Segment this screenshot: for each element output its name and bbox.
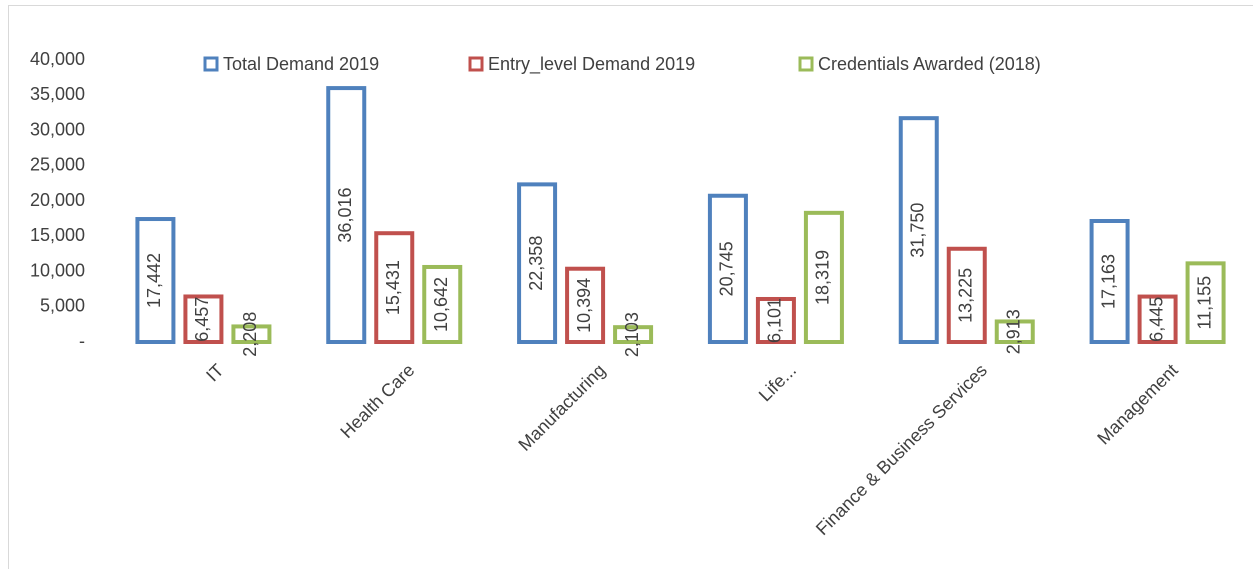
data-label: 10,642 <box>431 277 451 332</box>
y-tick-label: 25,000 <box>30 155 85 175</box>
bar <box>613 325 654 345</box>
y-tick-label: - <box>79 331 85 351</box>
data-label: 17,163 <box>1098 254 1118 309</box>
bar <box>994 319 1035 344</box>
data-label: 6,457 <box>192 297 212 342</box>
bar <box>183 294 224 344</box>
y-tick-label: 15,000 <box>30 225 85 245</box>
data-label: 11,155 <box>1194 276 1214 330</box>
data-label: 10,394 <box>574 278 594 333</box>
data-label: 6,445 <box>1146 297 1166 342</box>
legend-swatch <box>203 56 219 72</box>
data-label: 13,225 <box>956 268 976 323</box>
y-tick-label: 30,000 <box>30 119 85 139</box>
y-tick-label: 5,000 <box>40 296 85 316</box>
bar <box>135 217 176 345</box>
data-label: 31,750 <box>908 203 928 258</box>
bar <box>707 193 748 344</box>
bar <box>1137 294 1178 344</box>
bar <box>422 264 463 345</box>
legend-label: Total Demand 2019 <box>223 54 379 74</box>
data-label: 18,319 <box>813 250 833 305</box>
bar <box>231 324 272 344</box>
data-label: 17,442 <box>144 253 164 308</box>
bar <box>898 116 939 344</box>
bar <box>517 182 558 344</box>
data-label: 2,103 <box>622 312 642 357</box>
legend-swatch <box>468 56 484 72</box>
data-label: 2,208 <box>240 312 260 357</box>
bar <box>1185 261 1226 344</box>
data-label: 2,913 <box>1004 309 1024 354</box>
data-label: 6,101 <box>765 298 785 343</box>
bar <box>946 246 987 344</box>
y-tick-label: 10,000 <box>30 260 85 280</box>
legend-swatch <box>798 56 814 72</box>
data-label: 15,431 <box>383 260 403 315</box>
bar <box>326 86 367 344</box>
legend-label: Credentials Awarded (2018) <box>818 54 1041 74</box>
data-label: 22,358 <box>526 236 546 291</box>
bar <box>755 296 796 344</box>
chart-frame <box>8 5 1253 569</box>
bar <box>565 266 606 344</box>
y-tick-label: 20,000 <box>30 190 85 210</box>
y-tick-label: 40,000 <box>30 49 85 69</box>
data-label: 20,745 <box>717 241 737 296</box>
data-label: 36,016 <box>335 188 355 243</box>
bar <box>1089 219 1130 345</box>
legend-label: Entry_level Demand 2019 <box>488 54 695 75</box>
bar <box>803 210 844 344</box>
y-tick-label: 35,000 <box>30 84 85 104</box>
bar <box>374 231 415 345</box>
